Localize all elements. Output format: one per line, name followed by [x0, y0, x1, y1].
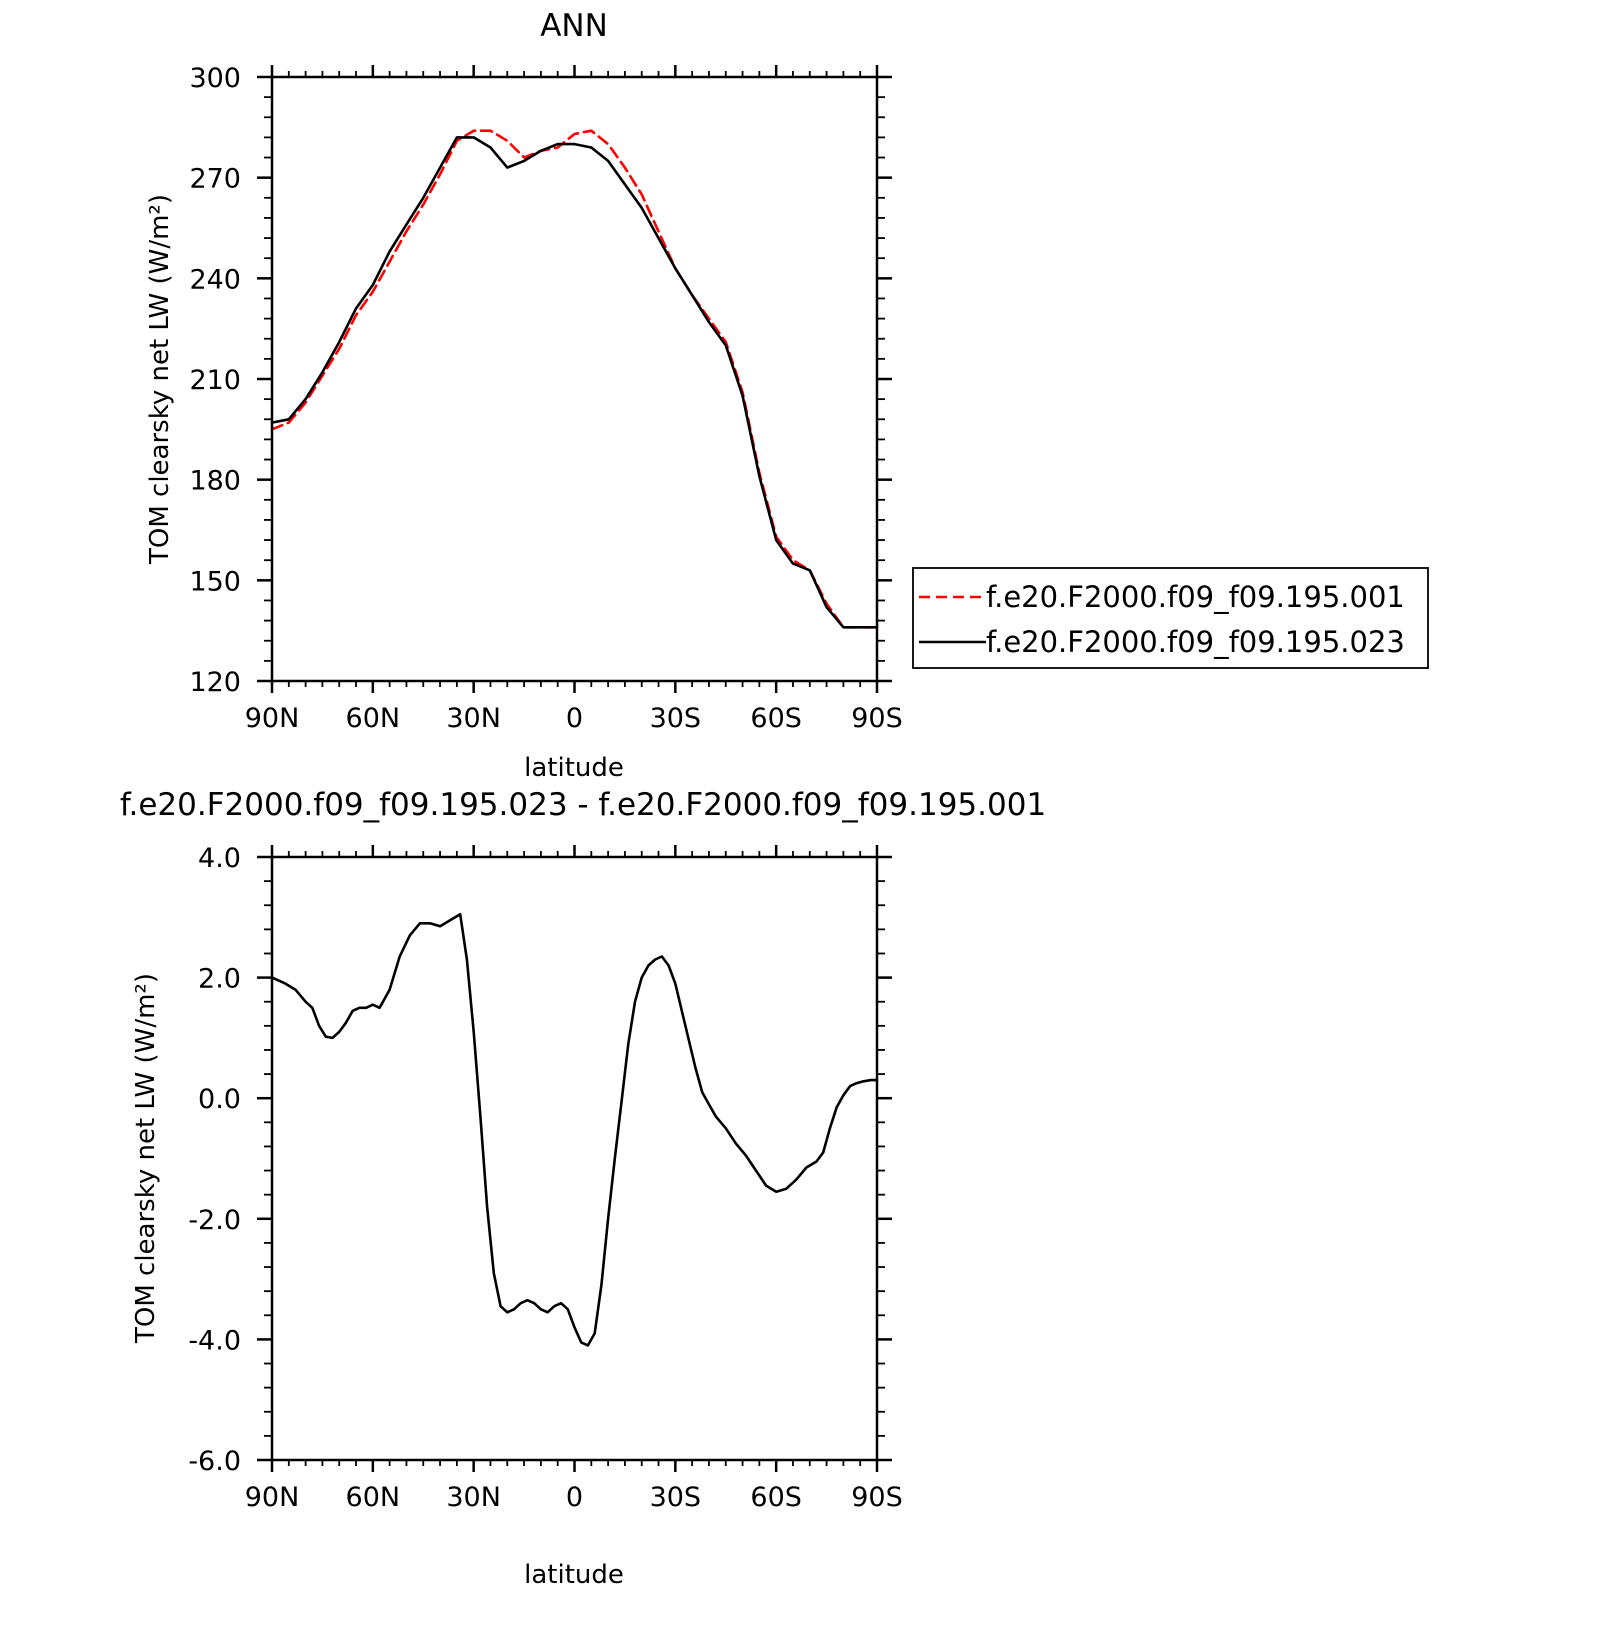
legend-box — [912, 567, 1429, 669]
panel-top: ANN 90N 60N 30N 0 30S 60S 90S 300 270 240 210 180 15… — [145, 8, 903, 783]
panel-top-xtick-label-5: 60S — [750, 703, 802, 734]
legend: f.e20.F2000.f09_f09.195.001 f.e20.F2000.… — [912, 567, 1429, 669]
panel-bottom-ytick-label-2: 0.0 — [198, 1084, 241, 1115]
panel-top-xlabel: latitude — [524, 753, 624, 783]
legend-label-1: f.e20.F2000.f09_f09.195.023 — [986, 625, 1405, 659]
panel-bottom-xlabel: latitude — [524, 1560, 624, 1590]
panel-bottom-ylabel: TOM clearsky net LW (W/m²) — [131, 973, 161, 1344]
panel-top-xtick-label-1: 60N — [346, 703, 401, 734]
panel-bottom-ytick-label-5: -6.0 — [188, 1446, 241, 1477]
panel-top-xtick-label-6: 90S — [851, 703, 903, 734]
panel-top-frame — [270, 75, 879, 683]
panel-bottom-ytick-label-4: -4.0 — [188, 1325, 241, 1356]
panel-top-ytick-label-3: 210 — [189, 365, 241, 396]
panel-bottom-xtick-label-1: 60N — [346, 1482, 401, 1513]
panel-top-series-1-line — [270, 136, 879, 629]
panel-top-ytick-label-0: 300 — [189, 63, 241, 94]
panel-bottom-title: f.e20.F2000.f09_f09.195.023 - f.e20.F200… — [120, 787, 1046, 823]
panel-top-xtick-label-2: 30N — [446, 703, 501, 734]
panel-top-xtick-label-4: 30S — [650, 703, 702, 734]
panel-top-xtick-label-3: 0 — [566, 703, 583, 734]
legend-label-0: f.e20.F2000.f09_f09.195.001 — [986, 580, 1405, 614]
panel-top-ytick-label-1: 270 — [189, 164, 241, 195]
panel-top-ytick-label-4: 180 — [189, 466, 241, 497]
panel-bottom-frame — [270, 855, 879, 1462]
panel-top-xtick-label-0: 90N — [245, 703, 300, 734]
panel-bottom-xtick-label-3: 0 — [566, 1482, 583, 1513]
panel-bottom-ytick-label-3: -2.0 — [188, 1205, 241, 1236]
panel-top-ylabel: TOM clearsky net LW (W/m²) — [145, 194, 175, 565]
panel-bottom-xtick-label-4: 30S — [650, 1482, 702, 1513]
panel-bottom-xtick-label-5: 60S — [750, 1482, 802, 1513]
panel-bottom-series-0-line — [270, 912, 879, 1347]
panel-bottom-xtick-label-2: 30N — [446, 1482, 501, 1513]
panel-bottom-ytick-label-1: 2.0 — [198, 964, 241, 995]
panel-bottom-xtick-label-0: 90N — [245, 1482, 300, 1513]
panel-top-title: ANN — [540, 8, 608, 44]
panel-bottom-ytick-label-0: 4.0 — [198, 843, 241, 874]
panel-top-ytick-label-6: 120 — [189, 667, 241, 698]
panel-bottom-xtick-label-6: 90S — [851, 1482, 903, 1513]
panel-bottom: f.e20.F2000.f09_f09.195.023 - f.e20.F200… — [120, 787, 1046, 1590]
panel-top-ytick-label-5: 150 — [189, 566, 241, 597]
panel-top-ytick-label-2: 240 — [189, 264, 241, 295]
